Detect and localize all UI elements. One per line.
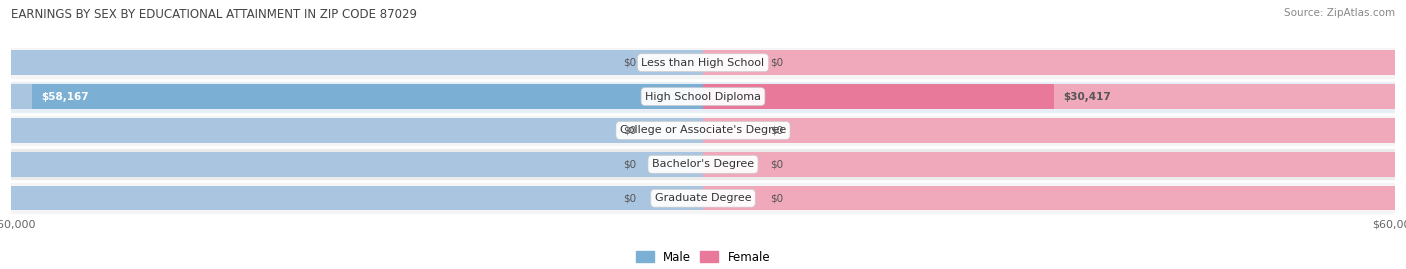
Text: Bachelor's Degree: Bachelor's Degree <box>652 159 754 169</box>
Bar <box>703 84 1395 109</box>
Text: $0: $0 <box>770 159 783 169</box>
Text: Source: ZipAtlas.com: Source: ZipAtlas.com <box>1284 8 1395 18</box>
Bar <box>703 186 1395 210</box>
Bar <box>11 114 1395 147</box>
Bar <box>703 51 1395 75</box>
Bar <box>11 46 1395 80</box>
Text: $0: $0 <box>623 193 636 203</box>
Text: $0: $0 <box>770 125 783 136</box>
Bar <box>11 186 703 210</box>
Bar <box>11 118 703 143</box>
Text: $0: $0 <box>623 58 636 68</box>
Text: Graduate Degree: Graduate Degree <box>655 193 751 203</box>
Text: High School Diploma: High School Diploma <box>645 91 761 102</box>
Text: $30,417: $30,417 <box>1063 91 1111 102</box>
Text: $0: $0 <box>623 125 636 136</box>
Text: $0: $0 <box>770 58 783 68</box>
Text: EARNINGS BY SEX BY EDUCATIONAL ATTAINMENT IN ZIP CODE 87029: EARNINGS BY SEX BY EDUCATIONAL ATTAINMEN… <box>11 8 418 21</box>
Bar <box>703 118 1395 143</box>
Bar <box>11 80 1395 114</box>
Bar <box>11 84 703 109</box>
Legend: Male, Female: Male, Female <box>636 250 770 264</box>
Text: Less than High School: Less than High School <box>641 58 765 68</box>
Text: $0: $0 <box>623 159 636 169</box>
Text: $58,167: $58,167 <box>42 91 89 102</box>
Bar <box>32 84 703 109</box>
Bar <box>703 152 1395 176</box>
Bar <box>11 147 1395 181</box>
Text: $0: $0 <box>770 193 783 203</box>
Bar <box>11 51 703 75</box>
Bar <box>11 152 703 176</box>
Text: College or Associate's Degree: College or Associate's Degree <box>620 125 786 136</box>
Bar <box>703 84 1053 109</box>
Bar <box>11 181 1395 215</box>
